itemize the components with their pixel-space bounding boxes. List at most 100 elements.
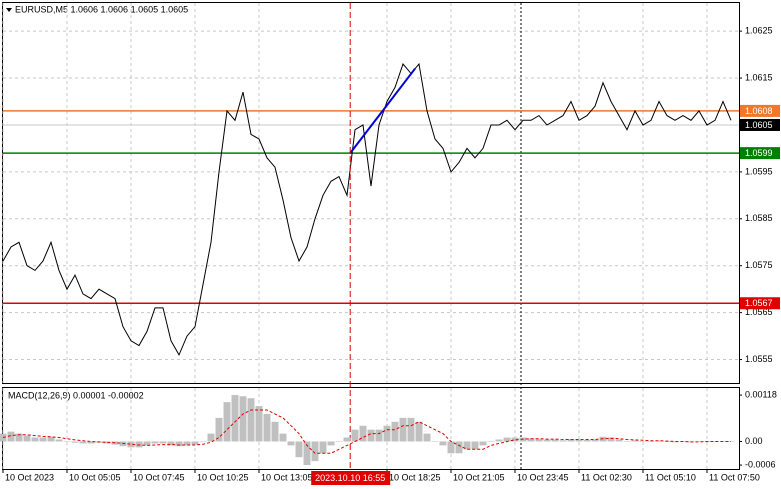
title-arrow <box>6 8 12 12</box>
histogram-bar <box>239 396 247 442</box>
x-tick-label: 11 Oct 05:10 <box>645 472 696 482</box>
histogram-bar <box>303 441 311 466</box>
x-tick-label: 10 Oct 07:45 <box>133 472 185 482</box>
macd-title: MACD(12,26,9) 0.00001 -0.00002 <box>8 390 144 400</box>
histogram-bar <box>423 433 431 442</box>
histogram-bar <box>655 440 663 442</box>
x-tick-label: 10 Oct 2023 <box>5 472 54 482</box>
histogram-bar <box>55 439 63 442</box>
histogram-bar <box>279 433 287 442</box>
level-label: 1.0599 <box>745 148 773 158</box>
histogram-bar <box>535 439 543 442</box>
histogram-bar <box>663 441 671 442</box>
histogram-bar <box>207 433 215 442</box>
histogram-bar <box>623 441 631 442</box>
histogram-bar <box>143 441 151 446</box>
histogram-bar <box>87 441 95 444</box>
histogram-bar <box>495 439 503 442</box>
histogram-bar <box>551 439 559 442</box>
histogram-bar <box>439 441 447 446</box>
y-tick-label: 1.0565 <box>745 307 773 317</box>
histogram-bar <box>255 406 263 442</box>
y-tick-label: 1.0575 <box>745 260 773 270</box>
x-tick-label: 10 Oct 23:45 <box>517 472 569 482</box>
histogram-bar <box>391 421 399 442</box>
histogram-bar <box>191 441 199 445</box>
histogram-bar <box>287 441 295 446</box>
histogram-bar <box>583 439 591 442</box>
histogram-bar <box>591 439 599 442</box>
y-tick-label: 1.0615 <box>745 72 773 82</box>
histogram-bar <box>463 441 471 450</box>
histogram-bar <box>103 441 111 444</box>
histogram-bar <box>63 441 71 442</box>
histogram-bar <box>447 441 455 454</box>
histogram-bar <box>135 441 143 448</box>
price-line <box>2 62 732 357</box>
histogram-bar <box>479 441 487 446</box>
level-label: 1.0605 <box>745 120 773 130</box>
histogram-bar <box>7 431 15 442</box>
signal-line <box>2 409 731 454</box>
histogram-bar <box>167 441 175 446</box>
macd-panel-frame <box>2 387 740 470</box>
x-tick-label: 10 Oct 21:05 <box>453 472 505 482</box>
level-label: 1.0567 <box>745 298 773 308</box>
x-tick-label: 10 Oct 10:25 <box>197 472 249 482</box>
histogram-bar <box>375 429 383 442</box>
histogram-bar <box>407 417 415 442</box>
histogram-bar <box>671 441 679 443</box>
y-tick-label: 1.0555 <box>745 354 773 364</box>
histogram-bar <box>567 439 575 442</box>
histogram-bar <box>415 421 423 442</box>
histogram-bar <box>615 439 623 442</box>
chart-title: EURUSD,M5 1.0606 1.0606 1.0605 1.0605 <box>15 4 188 14</box>
y-tick-label: 1.0595 <box>745 166 773 176</box>
histogram-bar <box>559 440 567 442</box>
level-label-box <box>740 118 780 131</box>
histogram-bar <box>79 441 87 444</box>
level-label: 1.0608 <box>745 106 773 116</box>
histogram-bar <box>23 435 31 442</box>
histogram-bar <box>215 417 223 442</box>
histogram-bar <box>399 417 407 442</box>
y-tick-label: 0.00118 <box>745 389 777 399</box>
histogram-bar <box>351 429 359 442</box>
crosshair-label: 2023.10.10 16:55 <box>315 473 385 483</box>
histogram-bar <box>471 441 479 450</box>
main-panel-frame <box>2 2 740 384</box>
histogram-bar <box>639 441 647 442</box>
histogram-bar <box>295 441 303 458</box>
histogram-bar <box>383 425 391 442</box>
histogram-bar <box>487 441 495 442</box>
histogram-bar <box>127 441 135 448</box>
histogram-bar <box>247 398 255 442</box>
histogram-bar <box>503 437 511 442</box>
histogram-bar <box>15 433 23 442</box>
histogram-bar <box>319 441 327 454</box>
y-tick-label: 1.0585 <box>745 213 773 223</box>
histogram-bar <box>575 439 583 442</box>
histogram-bar <box>47 436 55 442</box>
histogram-bar <box>367 429 375 442</box>
level-label-box <box>740 104 780 117</box>
histogram-bar <box>631 440 639 442</box>
level-label-box <box>740 297 780 310</box>
histogram-bar <box>359 425 367 442</box>
y-tick-label: -0.0006 <box>745 459 776 469</box>
y-tick-label: 1.0625 <box>745 26 773 36</box>
histogram-bar <box>327 441 335 446</box>
histogram-bar <box>151 441 159 444</box>
histogram-bar <box>527 438 535 442</box>
histogram-bar <box>231 395 239 442</box>
x-tick-label: 10 Oct 18:25 <box>389 472 441 482</box>
x-tick-label: 10 Oct 13:05 <box>261 472 313 482</box>
y-tick-label: 0.00 <box>745 436 763 446</box>
histogram-bar <box>647 441 655 442</box>
histogram-bar <box>543 439 551 442</box>
histogram-bar <box>343 437 351 442</box>
histogram-bar <box>223 402 231 442</box>
histogram-bar <box>311 441 319 462</box>
